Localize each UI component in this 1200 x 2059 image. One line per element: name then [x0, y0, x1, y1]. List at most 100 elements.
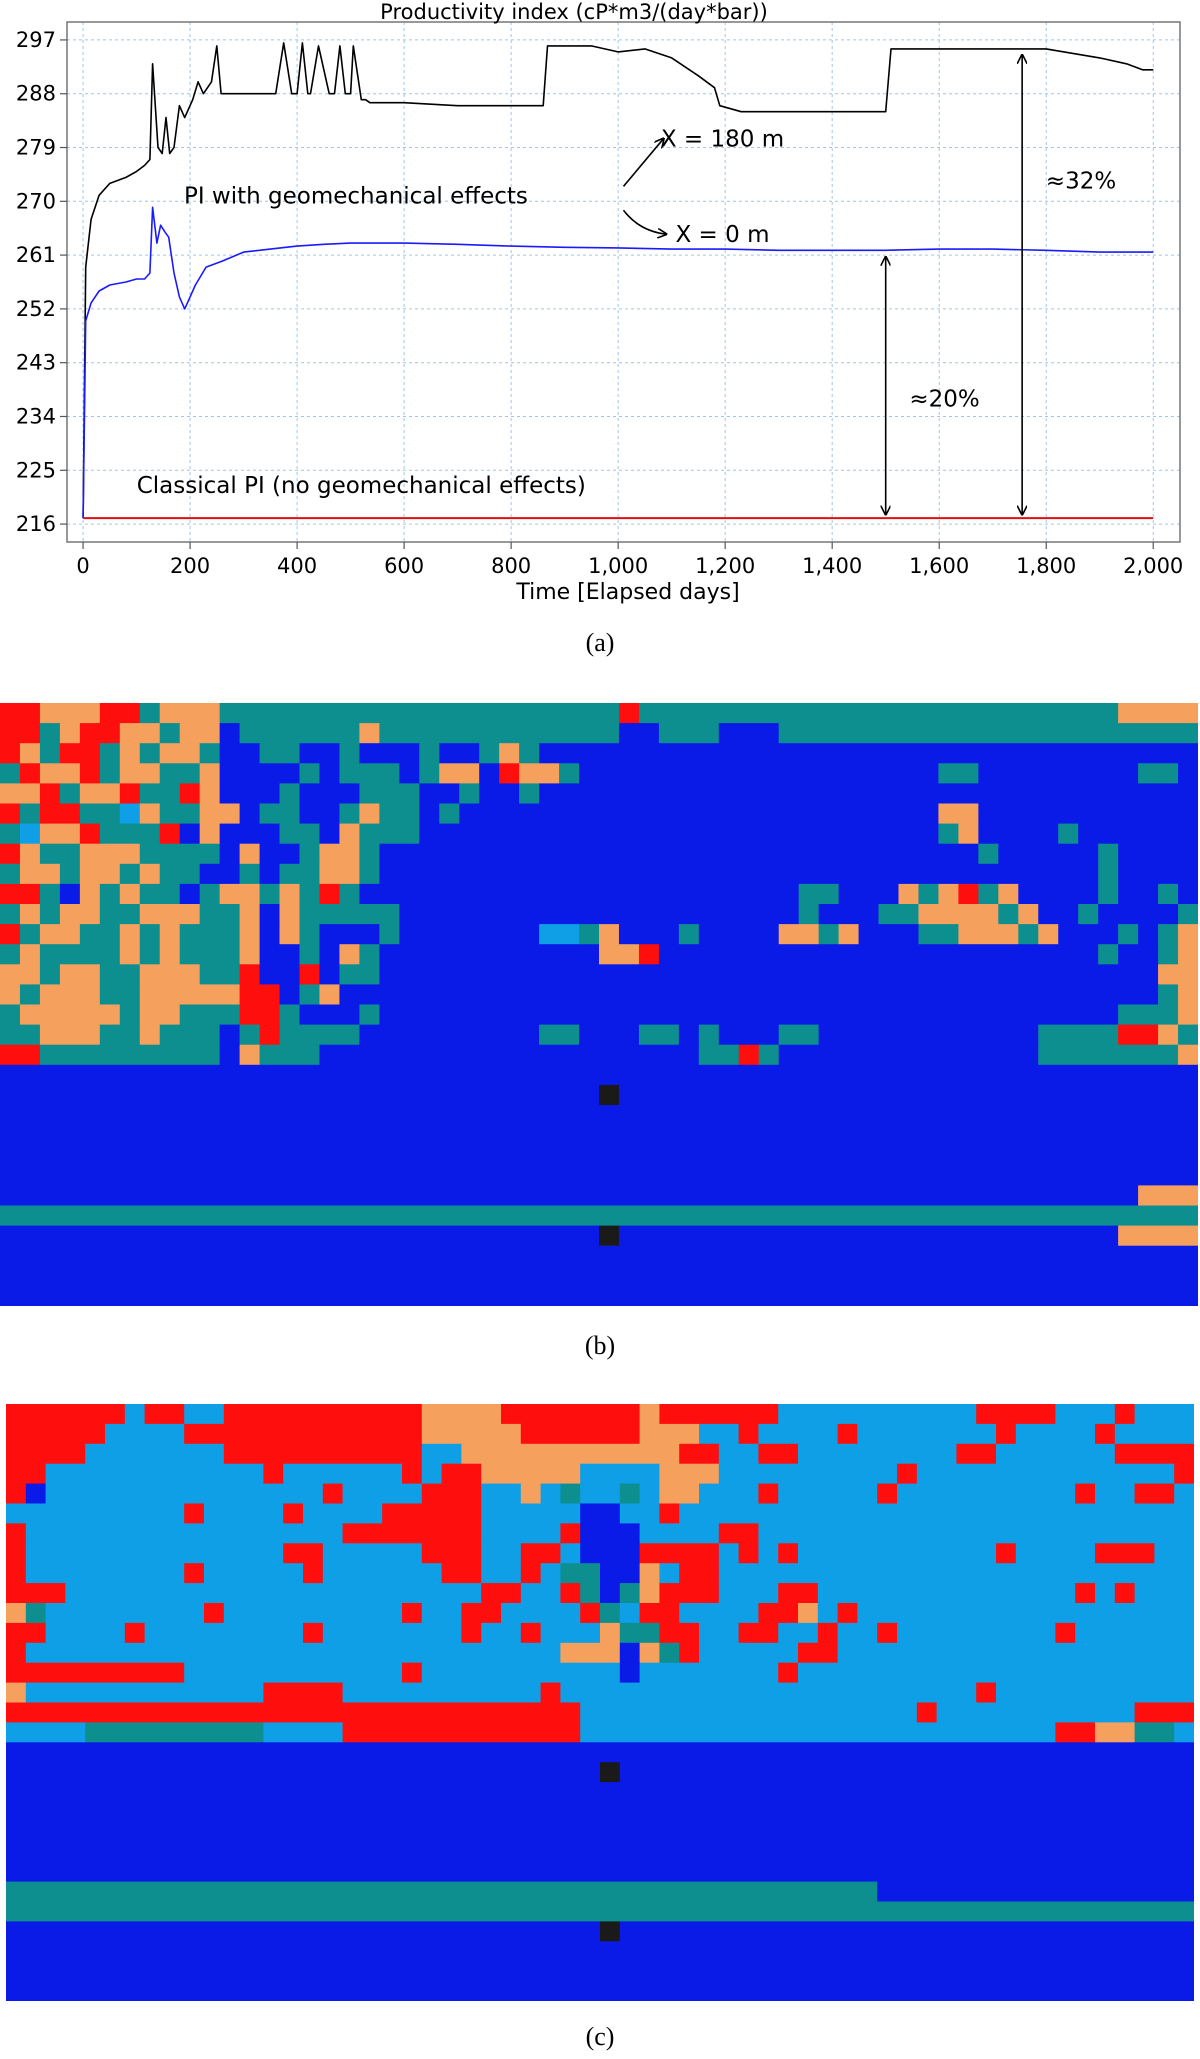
- grid-c-cell: [1114, 1404, 1136, 1425]
- grid-b-cell: [19, 803, 41, 825]
- grid-c-cell: [520, 1423, 641, 1445]
- grid-c-cell: [758, 1543, 779, 1564]
- grid-c-cell: [1095, 1483, 1136, 1504]
- grid-b-cell: [59, 883, 81, 905]
- grid-b-cell: [519, 763, 560, 784]
- grid-c-cell: [1114, 1443, 1194, 1465]
- grid-b-cell: [259, 964, 300, 985]
- grid-b-cell: [539, 783, 1198, 804]
- grid-b-cell: [818, 904, 880, 925]
- grid-b-cell: [1178, 1024, 1198, 1046]
- grid-c-cell: [6, 1861, 1194, 1883]
- grid-c-cell: [718, 1523, 759, 1544]
- grid-c-cell: [6, 1722, 86, 1743]
- grid-c-cell: [1134, 1404, 1194, 1425]
- grid-b-cell: [99, 823, 161, 845]
- grid-b-cell: [219, 703, 620, 724]
- grid-c-cell: [580, 1702, 918, 1723]
- grid-b-cell: [1098, 863, 1119, 885]
- grid-b-cell: [279, 783, 300, 804]
- grid-b-cell: [698, 1044, 740, 1066]
- grid-c-cell: [6, 1463, 47, 1485]
- grid-c-cell: [461, 1443, 680, 1465]
- grid-c-cell: [778, 1622, 819, 1644]
- grid-b-cell: [599, 1084, 620, 1106]
- grid-b-cell: [1178, 924, 1198, 945]
- grid-b-cell: [239, 1004, 281, 1026]
- grid-c-cell: [6, 1543, 27, 1564]
- grid-c-cell: [1095, 1543, 1155, 1564]
- grid-c-cell: [6, 1821, 1194, 1843]
- grid-b-cell: [219, 843, 241, 865]
- grid-c-cell: [659, 1642, 680, 1664]
- grid-b-cell: [119, 1004, 141, 1026]
- grid-b-cell: [0, 984, 21, 1005]
- grid-b-cell: [778, 1044, 1039, 1066]
- grid-b-cell: [179, 783, 201, 804]
- grid-b-cell: [0, 863, 21, 885]
- grid-b-cell: [279, 883, 300, 905]
- grid-c-cell: [520, 1583, 561, 1604]
- grid-c-cell: [421, 1662, 621, 1684]
- grid-b-cell: [319, 944, 340, 965]
- grid-b-cell: [179, 924, 241, 945]
- grid-b-cell: [1118, 843, 1198, 865]
- grid-c-cell: [65, 1583, 482, 1604]
- grid-b-cell: [0, 1044, 41, 1066]
- grid-b-cell: [199, 763, 221, 784]
- grid-c-cell: [540, 1483, 561, 1504]
- grid-c-cell: [580, 1603, 601, 1624]
- grid-b-cell: [259, 843, 300, 865]
- grid-c-cell: [501, 1404, 641, 1425]
- grid-b-cell: [0, 924, 21, 945]
- grid-b-cell: [1018, 904, 1039, 925]
- y-tick-label: 297: [16, 28, 56, 52]
- grid-b-cell: [159, 743, 201, 764]
- grid-c-cell: [916, 1463, 1175, 1485]
- grid-c-cell: [402, 1662, 423, 1684]
- grid-c-cell: [837, 1622, 878, 1644]
- grid-b-cell: [339, 823, 360, 845]
- grid-b-cell: [99, 703, 141, 724]
- plot-frame: [66, 21, 1181, 543]
- grid-b-cell: [0, 783, 41, 804]
- grid-c-cell: [481, 1583, 522, 1604]
- grid-c-cell: [778, 1404, 977, 1425]
- grid-c-cell: [778, 1662, 799, 1684]
- grid-b-cell: [159, 723, 181, 744]
- grid-b-cell: [19, 944, 41, 965]
- grid-b-cell: [419, 803, 440, 825]
- grid-b-cell: [638, 944, 660, 965]
- grid-b-cell: [119, 723, 161, 744]
- grid-b-cell: [119, 944, 141, 965]
- grid-b-cell: [159, 1024, 221, 1046]
- grid-c-cell: [877, 1881, 1194, 1902]
- grid-c-cell: [85, 1722, 264, 1743]
- grid-c-cell: [976, 1404, 1056, 1425]
- grid-c-cell: [837, 1603, 858, 1624]
- grid-c-cell: [560, 1523, 581, 1544]
- grid-b-cell: [59, 723, 81, 744]
- grid-b-cell: [978, 823, 1059, 845]
- grid-c-cell: [619, 1583, 641, 1604]
- grid-b-cell: [618, 924, 680, 945]
- grid-map-c: [6, 1404, 1194, 2001]
- grid-b-cell: [918, 904, 999, 925]
- grid-c-cell: [25, 1483, 47, 1504]
- grid-b-cell: [179, 723, 221, 744]
- grid-b-cell: [359, 843, 380, 865]
- grid-b-cell: [279, 1004, 300, 1026]
- grid-b-cell: [0, 1125, 1198, 1146]
- grid-b-cell: [818, 924, 840, 945]
- grid-b-cell: [159, 823, 181, 845]
- grid-b-cell: [1118, 924, 1139, 945]
- grid-c-cell: [877, 1483, 898, 1504]
- grid-c-cell: [996, 1423, 1017, 1445]
- grid-b-cell: [379, 944, 600, 965]
- grid-b-cell: [39, 904, 61, 925]
- grid-b-cell: [898, 883, 919, 905]
- grid-c-cell: [718, 1443, 759, 1465]
- y-tick-label: 261: [16, 243, 56, 267]
- grid-b-cell: [579, 924, 600, 945]
- grid-c-cell: [6, 1603, 27, 1624]
